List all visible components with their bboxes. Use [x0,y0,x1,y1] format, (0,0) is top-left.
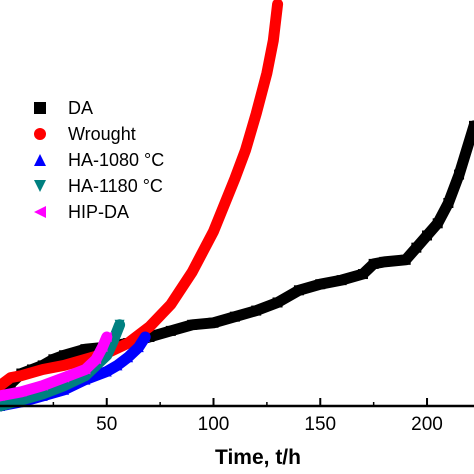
legend-item: HA-1080 °C [34,150,164,170]
x-axis: 50 100 150 200 [0,398,474,435]
data-point [240,145,251,156]
x-tick-label: 200 [411,414,443,435]
data-point [272,0,283,10]
data-point [5,372,16,383]
data-point [101,366,112,377]
legend-item: DA [34,98,93,118]
data-point [293,285,304,296]
data-point [80,344,91,355]
legend-marker [34,102,46,114]
data-point [187,319,198,330]
legend-marker [34,128,46,140]
legend-item: HA-1180 °C [34,176,163,196]
data-point [16,386,27,397]
data-point [91,354,102,365]
data-point [0,390,5,401]
data-point [208,226,219,237]
x-tick-label: 150 [304,414,336,435]
data-point [0,380,5,391]
data-point [59,360,70,371]
data-point [251,108,262,119]
x-tick-label: 50 [96,414,117,435]
data-point [37,364,48,375]
data-point [140,331,151,342]
legend-marker [34,154,46,166]
data-point [101,331,112,342]
data-point [336,275,347,286]
data-point [144,321,155,332]
data-point [422,230,433,241]
legend-label: HA-1180 °C [68,176,163,196]
data-point [59,372,70,383]
data-point [97,342,108,353]
data-point [357,269,368,280]
series-layer [0,0,474,412]
data-point [400,254,411,265]
data-point [229,311,240,322]
series-hip-da [0,331,113,402]
data-point [123,352,134,363]
data-point [272,297,283,308]
data-point [379,256,390,267]
legend-marker [34,180,46,192]
data-point [432,218,443,229]
data-point [368,258,379,269]
data-point [268,35,279,46]
x-tick-label: 100 [198,414,230,435]
legend-label: HA-1080 °C [68,150,164,170]
data-point [112,360,123,371]
data-point [165,299,176,310]
legend-marker [34,206,46,218]
data-point [261,68,272,79]
data-point [80,364,91,375]
legend: DA Wrought HA-1080 °C HA-1180 °C HIP-DA [34,98,164,222]
data-point [469,120,474,131]
legend-item: Wrought [34,124,136,144]
legend-label: Wrought [68,124,136,144]
legend-item: HIP-DA [34,202,129,222]
data-point [48,354,59,365]
data-point [411,242,422,253]
data-point [187,267,198,278]
data-point [16,370,27,381]
data-point [251,305,262,316]
data-point [315,279,326,290]
data-point [123,338,134,349]
data-point [59,350,70,361]
data-point [37,380,48,391]
data-point [114,319,125,330]
data-point [133,342,144,353]
data-point [165,325,176,336]
x-axis-title: Time, t/h [215,446,301,469]
legend-label: DA [68,98,93,118]
data-point [443,198,454,208]
data-point [229,173,240,184]
data-point [454,169,465,180]
legend-label: HIP-DA [68,202,129,222]
data-point [208,317,219,328]
